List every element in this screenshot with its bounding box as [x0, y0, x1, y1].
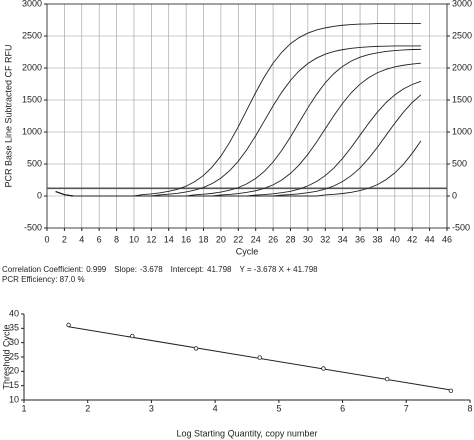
data-point [321, 366, 326, 371]
y2-tick-label: 0 [452, 190, 457, 200]
x-tick-label: 28 [285, 234, 295, 244]
y-tick-label: 25 [9, 351, 19, 361]
x-tick-label: 8 [114, 234, 119, 244]
stat-label: Intercept: [171, 265, 204, 274]
y-tick-label: -500 [24, 222, 42, 232]
stat-value: 41.798 [207, 265, 232, 274]
x-tick-label: 16 [181, 234, 191, 244]
y2-tick-label: 3000 [452, 0, 472, 8]
x-tick-label: 12 [146, 234, 156, 244]
y-axis-label: PCR Base Line Subtracted CF RFU [3, 44, 13, 187]
fit-equation: Y = -3.678 X + 41.798 [239, 265, 318, 274]
x-tick-label: 32 [320, 234, 330, 244]
y2-tick-label: 2000 [452, 62, 472, 72]
y2-tick-label: -500 [452, 222, 470, 232]
data-point [257, 355, 262, 360]
x-tick-label: 40 [390, 234, 400, 244]
x-tick-label: 10 [129, 234, 139, 244]
x-tick-label: 26 [268, 234, 278, 244]
x-tick-label: 4 [79, 234, 84, 244]
x-tick-label: 6 [340, 403, 345, 413]
y-tick-label: 20 [9, 366, 19, 376]
x-axis-label: Cycle [236, 246, 259, 256]
x-tick-label: 3 [149, 403, 154, 413]
x-tick-label: 2 [62, 234, 67, 244]
x-tick-label: 1 [21, 403, 26, 413]
y-tick-label: 15 [9, 380, 19, 390]
y2-tick-label: 1500 [452, 94, 472, 104]
x-tick-label: 22 [233, 234, 243, 244]
y-tick-label: 10 [9, 394, 19, 404]
data-point [130, 333, 135, 339]
x-tick-label: 18 [199, 234, 209, 244]
stat-label: Slope: [114, 265, 137, 274]
x-tick-label: 5 [276, 403, 281, 413]
y-tick-label: 2000 [22, 62, 42, 72]
x-tick-label: 44 [425, 234, 435, 244]
x-tick-label: 8 [467, 403, 472, 413]
y-tick-label: 3000 [22, 0, 42, 8]
x-tick-label: 36 [355, 234, 365, 244]
y-tick-label: 1500 [22, 94, 42, 104]
x-tick-label: 24 [251, 234, 261, 244]
plot-frame [46, 3, 448, 229]
y-tick-label: 1000 [22, 126, 42, 136]
x-tick-label: 20 [216, 234, 226, 244]
amplification-curve [55, 140, 422, 197]
x-tick-label: 34 [338, 234, 348, 244]
y-tick-label: 2500 [22, 30, 42, 40]
y-tick-label: 0 [37, 190, 42, 200]
y2-tick-label: 1000 [452, 126, 472, 136]
y-axis-label: Threshold Cycle [1, 324, 11, 389]
x-tick-label: 42 [407, 234, 417, 244]
data-point [193, 346, 199, 351]
y-tick-label: 30 [9, 337, 19, 347]
x-tick-label: 14 [164, 234, 174, 244]
stat-value: -3.678 [140, 265, 163, 274]
pcr-efficiency: PCR Efficiency: 87.0 % [2, 275, 85, 284]
y-tick-label: 35 [9, 323, 19, 333]
x-tick-label: 46 [442, 234, 452, 244]
data-point [384, 376, 390, 382]
data-point [66, 322, 71, 328]
stat-label: Correlation Coefficient: [2, 265, 83, 274]
x-axis-label: Log Starting Quantity, copy number [177, 428, 318, 438]
y2-tick-label: 2500 [452, 30, 472, 40]
y2-tick-label: 500 [452, 158, 467, 168]
x-tick-label: 2 [85, 403, 90, 413]
x-tick-label: 4 [213, 403, 218, 413]
x-tick-label: 30 [303, 234, 313, 244]
stat-value: 0.999 [86, 265, 107, 274]
x-tick-label: 6 [97, 234, 102, 244]
y-tick-label: 40 [9, 308, 19, 318]
y-tick-label: 500 [27, 158, 42, 168]
x-tick-label: 38 [372, 234, 382, 244]
data-point [448, 388, 454, 394]
x-tick-label: 7 [404, 403, 409, 413]
x-tick-label: 0 [44, 234, 49, 244]
